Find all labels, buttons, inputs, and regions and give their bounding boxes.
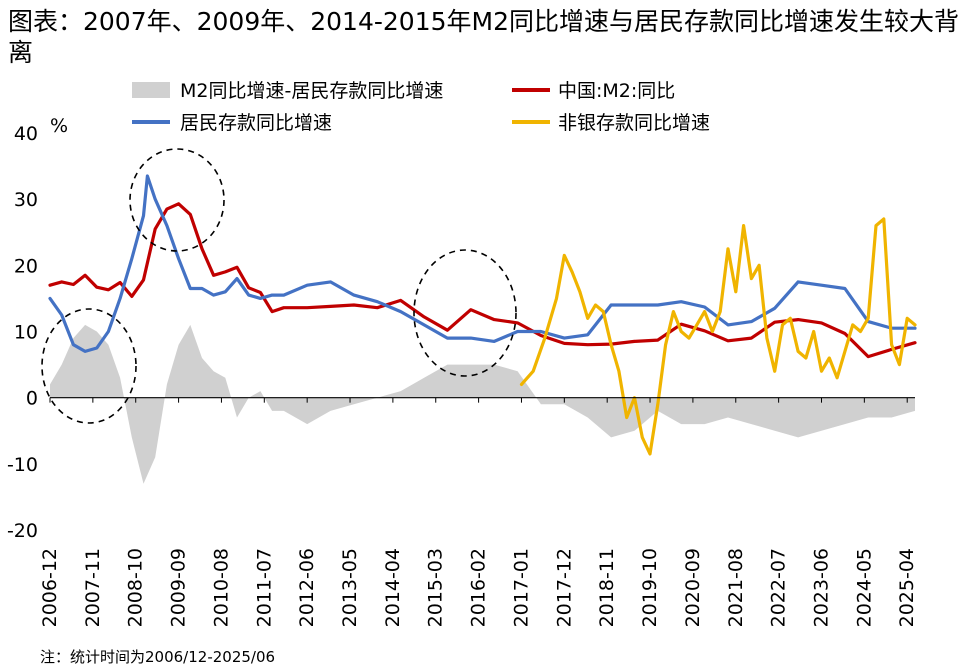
y-tick-label: -20	[7, 520, 38, 542]
x-tick-label: 2018-11	[596, 548, 618, 627]
x-tick-label: 2011-07	[253, 548, 275, 627]
x-tick-label: 2019-10	[639, 548, 661, 627]
series-household-deposit-line	[48, 174, 917, 353]
highlight-circle-2007	[41, 308, 137, 424]
y-axis-ticks: -20 -10 0 10 20 30 40	[7, 123, 38, 542]
line-layer	[48, 174, 917, 456]
footnote: 注：统计时间为2006/12-2025/06	[40, 648, 276, 666]
x-tick-label: 2017-01	[510, 548, 532, 627]
y-tick-label: 40	[14, 123, 38, 145]
y-tick-label: -10	[7, 454, 38, 476]
x-tick-label: 2007-11	[82, 548, 104, 627]
series-nonbank-deposit-line	[519, 217, 917, 456]
legend-label-household: 居民存款同比增速	[180, 112, 332, 134]
x-axis: 2006-12 2007-11 2008-10 2009-09 2010-08 2011-…	[39, 397, 918, 627]
legend-swatch-gap	[132, 82, 170, 98]
x-tick-label: 2021-08	[725, 548, 747, 627]
highlight-circle-2009	[129, 148, 225, 252]
y-tick-label: 20	[14, 255, 38, 277]
x-tick-label: 2016-02	[468, 548, 490, 627]
x-tick-label: 2009-09	[168, 548, 190, 627]
x-tick-label: 2025-04	[896, 548, 918, 627]
gap-area-layer	[50, 324, 915, 484]
y-axis-unit: %	[50, 115, 68, 137]
x-tick-label: 2008-10	[125, 548, 147, 627]
x-tick-label: 2012-06	[296, 548, 318, 627]
series-gap-area	[50, 324, 915, 484]
series-m2-line	[48, 202, 917, 359]
legend-label-gap: M2同比增速-居民存款同比增速	[180, 80, 443, 102]
x-tick-label: 2014-04	[382, 548, 404, 627]
x-tick-label: 2024-05	[853, 548, 875, 627]
x-tick-label: 2010-08	[210, 548, 232, 627]
x-tick-label: 2017-12	[553, 548, 575, 627]
x-tick-label: 2006-12	[39, 548, 61, 627]
x-tick-label: 2023-06	[810, 548, 832, 627]
legend-label-m2: 中国:M2:同比	[558, 80, 675, 102]
x-tick-label: 2015-03	[425, 548, 447, 627]
y-tick-label: 0	[26, 388, 38, 410]
highlight-circle-2015	[413, 249, 517, 377]
x-tick-label: 2020-09	[682, 548, 704, 627]
legend-label-nonbank: 非银存款同比增速	[558, 112, 710, 134]
x-tick-label: 2013-05	[339, 548, 361, 627]
chart-title: 图表：2007年、2009年、2014-2015年M2同比增速与居民存款同比增速…	[8, 7, 959, 67]
x-tick-label: 2022-07	[768, 548, 790, 627]
y-tick-label: 30	[14, 189, 38, 211]
annotation-layer	[41, 148, 517, 424]
legend: M2同比增速-居民存款同比增速 中国:M2:同比 居民存款同比增速 非银存款同比…	[132, 80, 710, 134]
y-tick-label: 10	[14, 322, 38, 344]
